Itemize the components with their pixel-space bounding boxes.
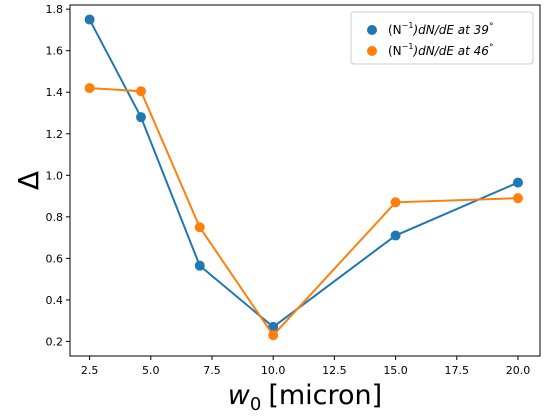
legend: (N−1)dN/dE at 39° (N−1)dN/dE at 46° [350, 11, 534, 65]
legend-entry-39-mid: )dN/dE at 39 [412, 23, 488, 37]
y-tick-label: 0.8 [46, 211, 64, 224]
x-axis-label-unit: [micron] [268, 380, 382, 411]
plot-marks [84, 14, 523, 341]
x-tick-label: 12.5 [322, 364, 347, 377]
y-tick-label: 0.4 [46, 294, 64, 307]
plot-frame [69, 4, 541, 357]
series-1-point [512, 193, 523, 204]
legend-entry-46-prefix: (N [388, 44, 402, 58]
series-0-point [390, 230, 401, 241]
y-tick-label: 0.2 [46, 335, 64, 348]
y-tick-label: 1.8 [46, 3, 64, 16]
legend-entry-46-mid: )dN/dE at 46 [412, 44, 489, 58]
legend-entry-39-prefix: (N [388, 23, 402, 37]
y-axis: 0.2 0.4 0.6 0.8 1.0 1.2 1.4 1.6 1.8 [46, 3, 70, 348]
legend-marker-46 [367, 46, 377, 56]
series-0-point [268, 321, 279, 332]
series-0-point [512, 177, 523, 188]
legend-entry-39-deg: ° [489, 22, 494, 32]
legend-entry-39-sup: −1 [402, 21, 414, 30]
legend-box [350, 11, 534, 65]
series-1-point [268, 330, 279, 341]
x-axis-label: w0 [micron] [228, 380, 382, 415]
x-tick-label: 7.5 [203, 364, 221, 377]
x-tick-label: 5.0 [142, 364, 160, 377]
x-tick-label: 20.0 [506, 364, 531, 377]
x-tick-label: 17.5 [445, 364, 470, 377]
series-0-point [84, 14, 95, 25]
series-line-1 [89, 87, 519, 337]
y-tick-label: 1.2 [46, 128, 64, 141]
x-axis-label-sub: 0 [250, 394, 261, 415]
series-0-point [135, 112, 146, 123]
series-1-point [194, 222, 205, 233]
legend-entry-46-deg: ° [489, 43, 494, 53]
y-tick-label: 1.4 [46, 86, 64, 99]
legend-entry-39: (N−1)dN/dE at 39° [388, 21, 493, 37]
x-tick-label: 10.0 [261, 364, 286, 377]
series-0-point [194, 260, 205, 271]
series-1-point [84, 83, 95, 94]
x-axis: 2.5 5.0 7.5 10.0 12.5 15.0 17.5 20.0 [81, 356, 530, 377]
y-tick-label: 0.6 [46, 252, 64, 265]
series-1-point [390, 197, 401, 208]
legend-entry-46: (N−1)dN/dE at 46° [388, 42, 493, 58]
y-tick-label: 1.6 [46, 45, 64, 58]
y-tick-label: 1.0 [46, 169, 64, 182]
x-axis-label-main: w [228, 380, 251, 411]
series-line-0 [88, 19, 519, 329]
x-tick-label: 2.5 [81, 364, 99, 377]
series-1-point [135, 86, 146, 97]
legend-entry-46-sup: −1 [402, 42, 414, 51]
legend-marker-39 [367, 25, 377, 35]
y-axis-label: Δ [12, 171, 45, 190]
x-tick-label: 15.0 [383, 364, 408, 377]
